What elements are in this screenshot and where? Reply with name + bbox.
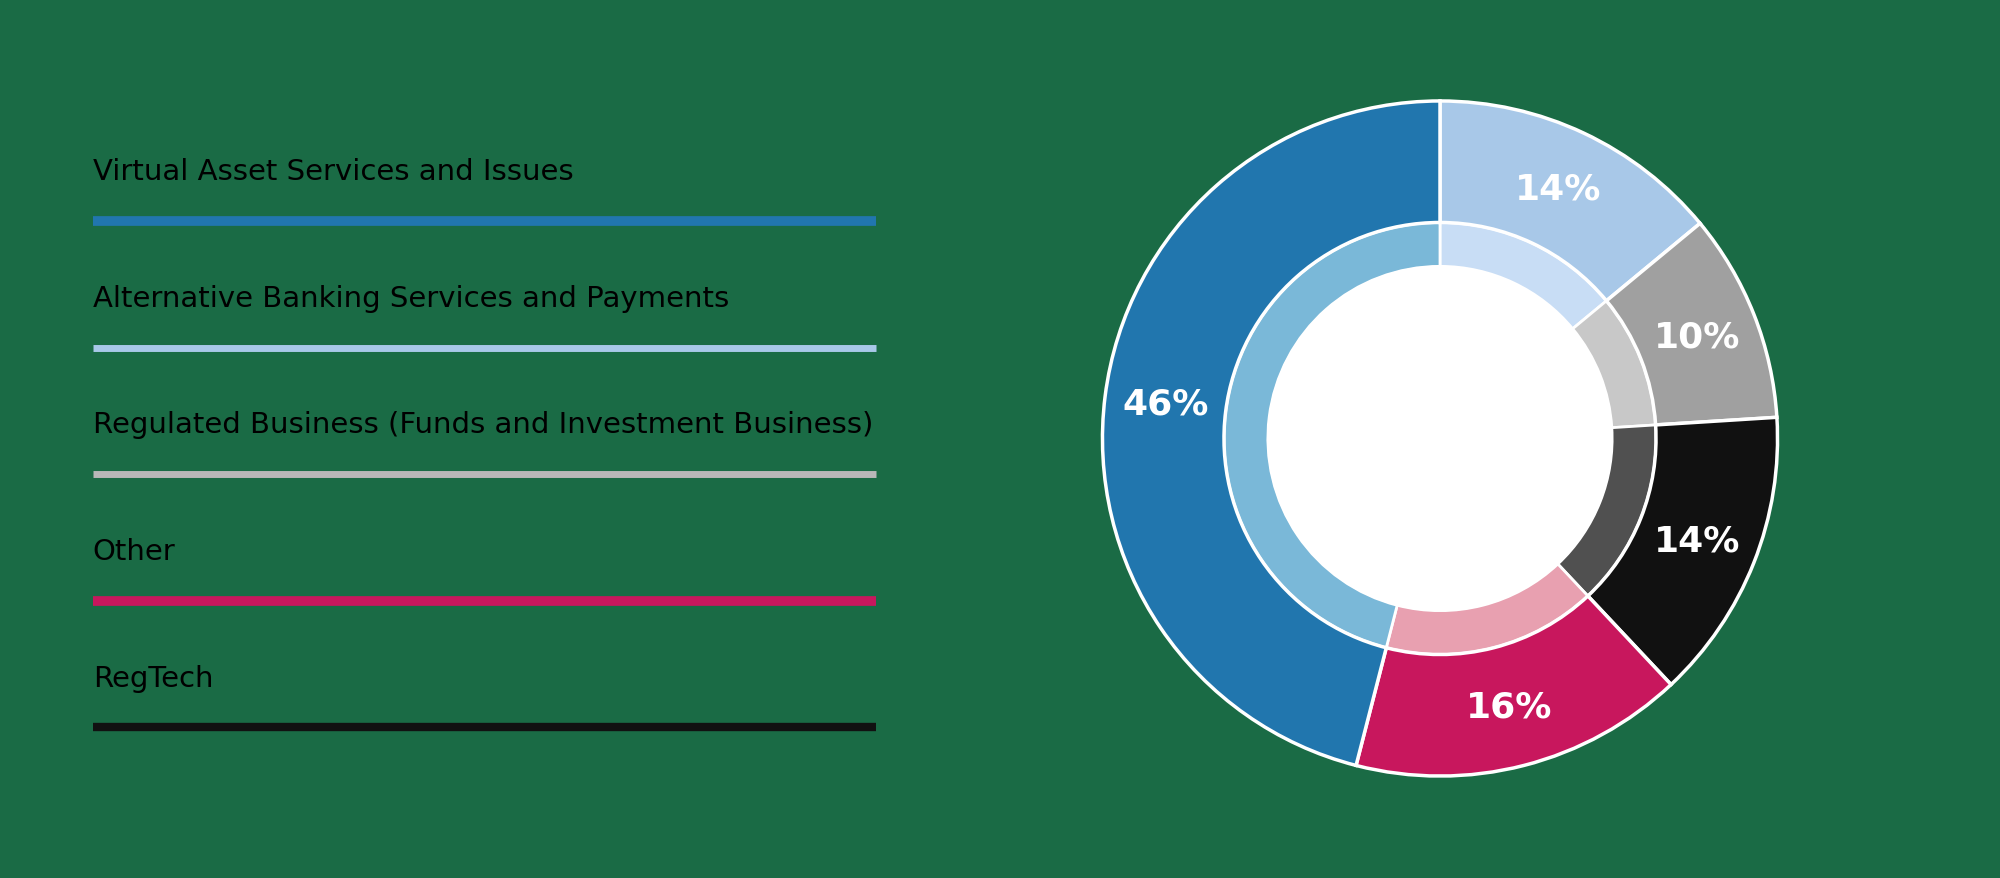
Text: Alternative Banking Services and Payments: Alternative Banking Services and Payment… <box>92 284 730 313</box>
Wedge shape <box>1572 301 1656 428</box>
Wedge shape <box>1102 102 1440 766</box>
Wedge shape <box>1558 426 1656 596</box>
Text: RegTech: RegTech <box>92 664 214 692</box>
Wedge shape <box>1588 418 1778 685</box>
Wedge shape <box>1440 102 1700 301</box>
Text: 10%: 10% <box>1654 320 1740 354</box>
Wedge shape <box>1606 224 1776 426</box>
Wedge shape <box>1386 565 1588 655</box>
Wedge shape <box>1224 223 1440 648</box>
Text: Virtual Asset Services and Issues: Virtual Asset Services and Issues <box>92 158 574 186</box>
Wedge shape <box>1356 596 1672 776</box>
Text: Other: Other <box>92 537 176 565</box>
Text: 14%: 14% <box>1514 172 1602 205</box>
Text: 16%: 16% <box>1466 690 1552 723</box>
Text: 14%: 14% <box>1654 524 1740 558</box>
Text: Regulated Business (Funds and Investment Business): Regulated Business (Funds and Investment… <box>92 411 874 439</box>
Circle shape <box>1268 267 1612 611</box>
Wedge shape <box>1440 223 1606 329</box>
Text: 46%: 46% <box>1122 387 1208 421</box>
